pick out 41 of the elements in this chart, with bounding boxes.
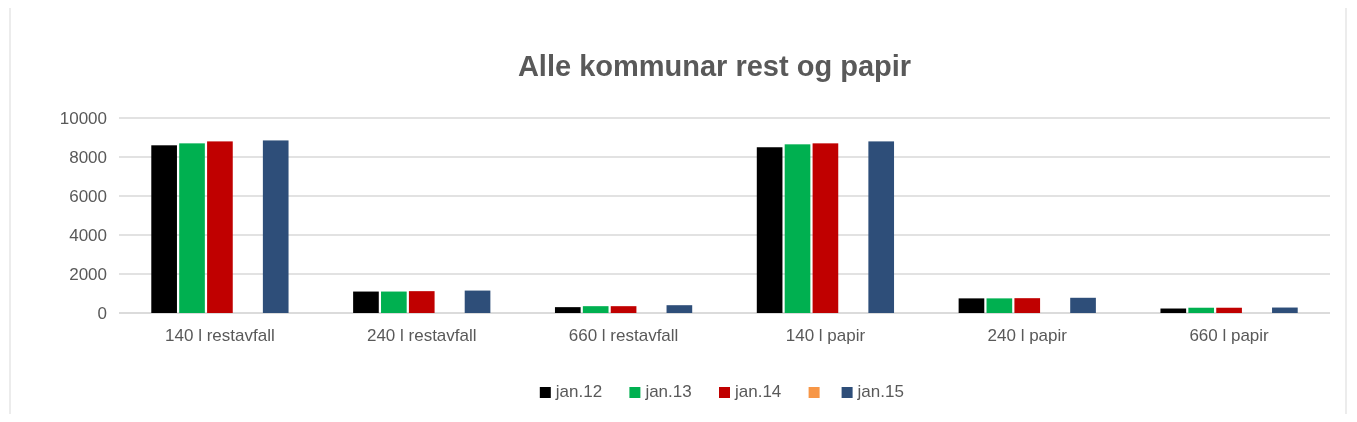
bar	[554, 307, 581, 313]
bar	[986, 298, 1013, 313]
bar	[1216, 307, 1242, 313]
bar	[179, 143, 205, 313]
bar	[464, 290, 491, 313]
bar	[353, 291, 379, 313]
x-tick-label: 140 l papir	[785, 326, 866, 345]
legend-label: jan.14	[734, 382, 782, 401]
y-tick-label: 6000	[69, 186, 107, 206]
x-tick-label: 140 l restavfall	[165, 326, 275, 345]
bar	[610, 306, 637, 313]
x-tick-label: 660 l papir	[1189, 326, 1270, 345]
bar	[582, 306, 609, 313]
bar	[958, 298, 985, 313]
bar	[207, 141, 233, 313]
legend-label: jan.15	[856, 382, 904, 401]
bar	[262, 140, 289, 313]
bar	[666, 305, 693, 313]
x-tick-label: 240 l papir	[987, 326, 1068, 345]
x-tick-label: 660 l restavfall	[568, 326, 679, 345]
y-tick-label: 0	[97, 303, 107, 323]
bar	[408, 291, 435, 313]
bar	[784, 144, 811, 313]
bar	[1272, 307, 1298, 313]
bar	[1070, 297, 1096, 313]
y-tick-label: 10000	[59, 108, 107, 128]
bar	[151, 145, 177, 313]
bar	[381, 291, 407, 313]
y-tick-label: 2000	[69, 264, 107, 284]
bar	[1160, 308, 1187, 313]
bar	[1014, 298, 1041, 313]
legend-label: jan.13	[644, 382, 692, 401]
y-tick-label: 8000	[69, 147, 107, 167]
bar	[1188, 307, 1215, 313]
bar	[756, 147, 783, 313]
bar	[812, 143, 839, 313]
y-tick-label: 4000	[69, 225, 107, 245]
bar	[868, 141, 895, 313]
chart-title: Alle kommunar rest og papir	[517, 50, 912, 82]
x-tick-label: 240 l restavfall	[366, 326, 477, 345]
legend-label: jan.12	[554, 382, 603, 401]
